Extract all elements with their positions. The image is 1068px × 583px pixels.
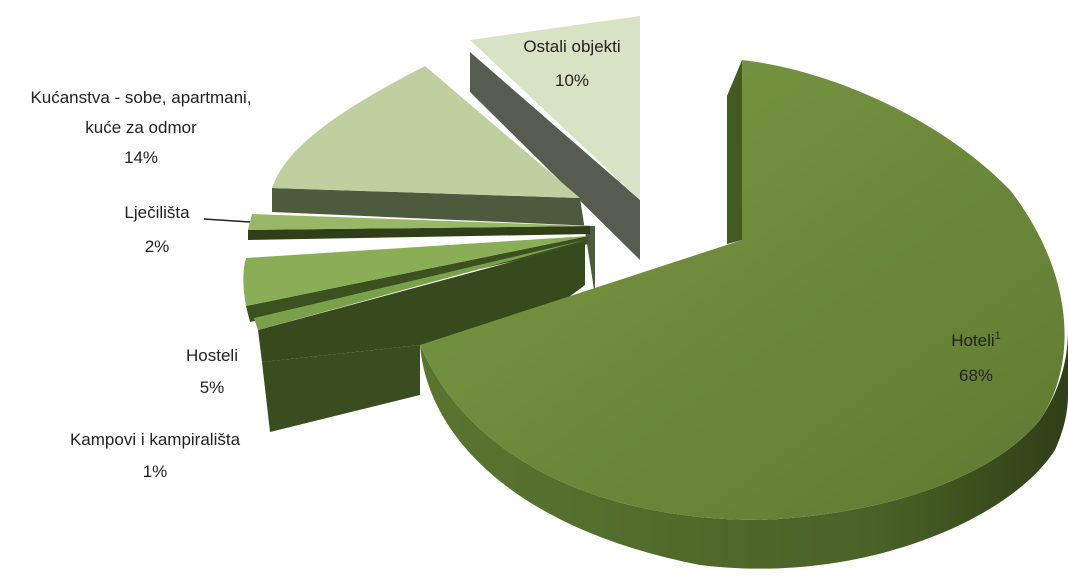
label-hosteli: Hosteli [186,346,238,365]
slice-hoteli-wall [727,60,742,244]
slice-kampovi-side-lower [262,345,420,432]
value-hosteli: 5% [200,378,225,397]
slice-hosteli-top [243,236,588,306]
value-kampovi: 1% [143,462,168,481]
slice-ostali-objekti-top [470,16,640,200]
slice-kucanstva-side [272,188,595,296]
slice-ostali-objekti-side [470,52,640,260]
label-kucanstva-line1: Kućanstva - sobe, apartmani, [30,88,251,107]
slice-kampovi-side [258,242,585,362]
slice-hoteli-top [420,60,1065,520]
label-kampovi: Kampovi i kampirališta [70,430,241,449]
slice-ljecilista-top [248,214,590,230]
slice-ljecilista [248,214,590,240]
label-ostali-objekti: Ostali objekti [523,37,620,56]
value-kucanstva: 14% [124,148,158,167]
slice-ostali-objekti [470,16,640,260]
slice-hoteli-side [420,330,1068,569]
label-ljecilista: Lječilišta [124,203,190,222]
slice-hoteli [420,60,1068,569]
label-hoteli: Hoteli1 [951,330,1001,350]
value-ostali-objekti: 10% [555,71,589,90]
value-ljecilista: 2% [145,237,170,256]
value-hoteli: 68% [959,366,993,385]
slice-kucanstva [272,66,595,296]
label-hoteli-text: Hoteli [951,331,994,350]
slice-kucanstva-top [272,66,580,198]
label-kucanstva-line2: kuće za odmor [85,118,197,137]
slice-kampovi-top [254,240,585,330]
slice-ljecilista-side [248,226,590,240]
leader-line-ljecilista [203,218,251,223]
label-hoteli-superscript: 1 [995,330,1001,342]
slice-kampovi [254,240,585,432]
